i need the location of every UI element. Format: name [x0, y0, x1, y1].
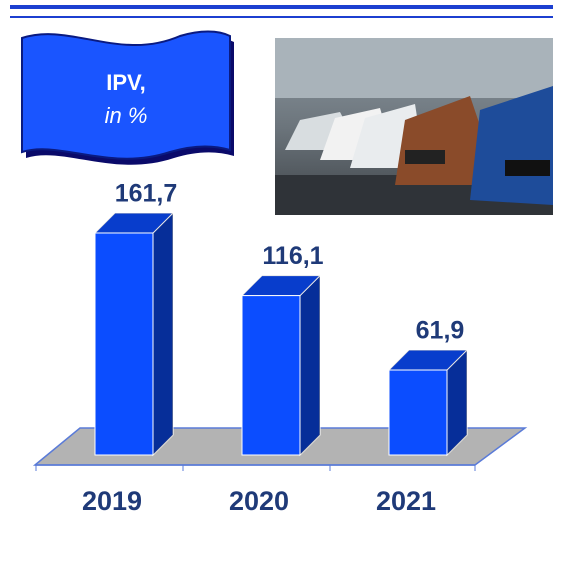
bar [94, 232, 154, 456]
value-label: 116,1 [262, 242, 323, 270]
bar-side-shade [447, 350, 467, 455]
title-banner: IPV, in % [21, 30, 234, 165]
chart-title: IPV, [106, 70, 146, 95]
x-tick-label: 2019 [82, 486, 142, 516]
bar-top-shade [95, 212, 173, 233]
bar-top-shade [242, 275, 320, 296]
value-label: 61,9 [416, 317, 465, 345]
bar-side-shade [153, 212, 173, 455]
bar [388, 369, 448, 456]
x-tick-label: 2020 [229, 486, 289, 516]
bar-top-shade [389, 350, 467, 371]
x-tick-label: 2021 [376, 486, 436, 516]
photo [275, 38, 553, 215]
bar [241, 295, 301, 456]
chart-subtitle: in % [105, 103, 148, 128]
bar-side-shade [300, 275, 320, 455]
value-label: 161,7 [115, 180, 178, 208]
